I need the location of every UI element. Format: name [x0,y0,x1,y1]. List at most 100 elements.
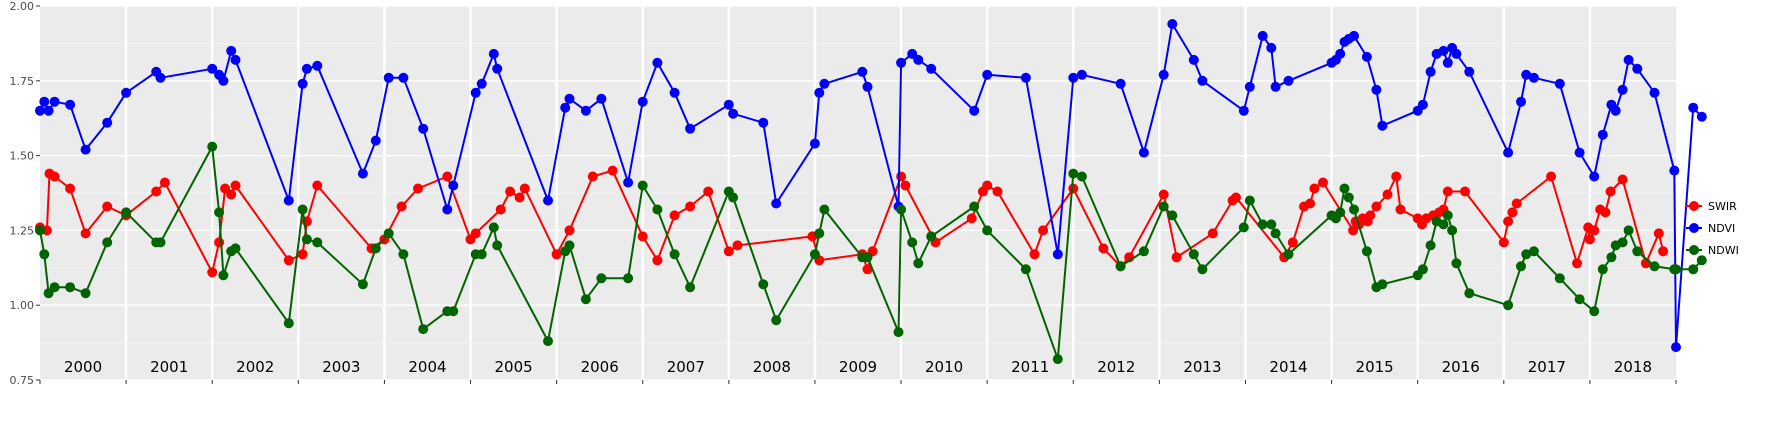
data-point-ndvi [543,195,553,206]
data-point-swir [413,183,423,194]
data-point-ndvi [448,180,459,191]
data-point-swir [669,210,680,221]
data-point-ndwi [652,204,663,215]
data-point-swir [207,267,218,278]
data-point-ndvi [1516,96,1526,107]
data-point-ndvi [1610,105,1621,116]
data-point-swir [80,228,91,239]
data-point-ndvi [771,198,782,209]
data-point-ndwi [80,288,91,299]
data-point-swir [900,180,911,191]
data-point-swir [151,186,162,197]
data-point-ndwi [926,231,937,242]
data-point-ndwi [1339,183,1350,194]
data-point-ndvi [357,168,368,179]
data-point-swir [1365,210,1376,221]
data-point-ndvi [907,48,918,59]
data-point-ndvi [896,57,907,68]
data-point-swir [1068,183,1079,194]
data-point-swir [1391,171,1402,182]
data-point-ndvi [1464,66,1475,77]
data-point-ndvi [560,102,571,113]
data-point-swir [495,204,506,215]
legend-item-ndwi: NDWI [1686,244,1739,257]
data-point-swir [723,246,734,257]
data-point-ndvi [1425,66,1436,77]
data-point-ndvi [121,87,132,98]
data-point-swir [1605,186,1616,197]
data-point-ndwi [969,201,980,212]
data-point-swir [1371,201,1382,212]
y-tick-label: 1.25 [10,224,35,237]
data-point-swir [283,255,294,266]
year-label: 2012 [1097,358,1135,376]
data-point-swir [65,183,76,194]
data-point-swir [1305,198,1316,209]
data-point-ndvi [1138,147,1149,158]
year-label: 2007 [667,358,705,376]
data-point-ndvi [1371,84,1382,95]
data-point-swir [1503,216,1514,227]
data-point-ndwi [1076,171,1087,182]
data-point-swir [470,228,481,239]
data-point-swir [1309,183,1320,194]
data-point-ndwi [1020,264,1031,275]
data-point-ndvi [1266,42,1277,53]
data-point-ndwi [1283,249,1294,260]
data-point-swir [685,201,696,212]
legend-label: NDVI [1708,222,1735,235]
data-point-ndvi [218,75,229,86]
data-point-ndwi [218,270,229,281]
data-point-ndvi [1270,81,1281,92]
data-point-ndwi [230,243,241,254]
year-label: 2003 [322,358,360,376]
y-axis: 0.75 1.00 1.25 1.50 1.75 2.00 [10,0,40,387]
legend-item-swir: SWIR [1686,200,1737,213]
data-point-ndvi [1554,78,1565,89]
legend-label: SWIR [1708,200,1737,213]
data-point-ndwi [1138,246,1149,257]
data-point-ndvi [1649,87,1660,98]
data-point-swir [1546,171,1557,182]
data-point-swir [1318,177,1328,188]
data-point-ndwi [896,204,907,215]
data-point-ndwi [1425,240,1436,251]
data-point-ndwi [448,306,459,317]
data-point-swir [220,183,231,194]
data-point-swir [551,249,562,260]
data-point-ndwi [49,282,60,293]
year-label: 2009 [839,358,877,376]
data-point-ndvi [1442,57,1453,68]
data-point-swir [1287,237,1298,248]
data-point-ndvi [1669,165,1680,176]
data-point-ndvi [809,138,820,149]
year-label: 2013 [1183,358,1221,376]
data-point-ndvi [492,63,503,74]
data-point-swir [1171,252,1182,263]
data-point-swir [1029,249,1040,260]
data-point-ndwi [596,273,607,284]
data-point-ndwi [488,222,499,233]
panels [39,5,1677,384]
data-point-ndvi [652,57,663,68]
data-point-ndvi [49,96,60,107]
data-point-ndvi [728,108,739,119]
data-point-swir [312,180,323,191]
data-point-ndvi [383,72,394,83]
data-point-ndvi [1589,171,1600,182]
data-point-swir [607,165,618,176]
data-point-ndwi [1361,246,1372,257]
data-point-ndvi [758,117,769,128]
data-point-ndwi [1528,246,1539,257]
data-point-ndvi [637,96,648,107]
data-point-ndwi [543,336,553,347]
year-labels: 2000 2001 2002 2003 2004 2005 2006 2007 2008 2009… [64,358,1652,376]
data-point-swir [1038,225,1049,236]
data-point-ndvi [442,204,453,215]
data-point-ndvi [623,177,634,188]
data-point-ndvi [39,96,50,107]
data-point-ndvi [596,93,607,104]
data-point-ndvi [155,72,166,83]
data-point-ndvi [370,135,381,146]
data-point-ndwi [1617,237,1628,248]
